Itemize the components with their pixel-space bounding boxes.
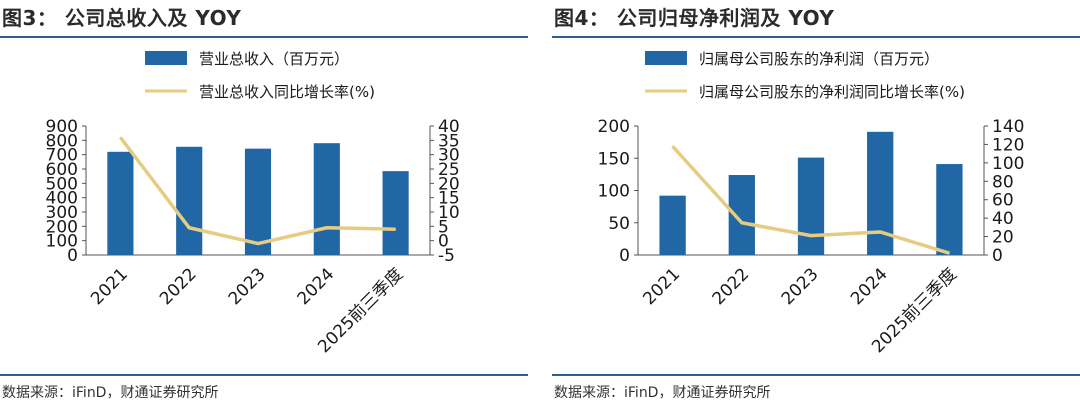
revenue-chart: 营业总收入（百万元）营业总收入同比增长率(%)01002003004005006… xyxy=(46,50,460,357)
right-tick-label: 10 xyxy=(438,203,460,223)
category-label: 2021 xyxy=(87,264,132,309)
bar xyxy=(107,151,134,255)
bar xyxy=(659,195,686,255)
bar xyxy=(176,146,203,255)
line-point xyxy=(672,145,674,147)
line-point xyxy=(948,252,950,254)
legend-line-label: 营业总收入同比增长率(%) xyxy=(199,83,375,101)
source-rule xyxy=(0,374,528,376)
left-tick-label: 700 xyxy=(46,146,78,166)
right-tick-label: 140 xyxy=(992,117,1024,137)
category-label: 2023 xyxy=(225,264,270,309)
category-label: 2022 xyxy=(156,264,201,309)
right-tick-label: 5 xyxy=(438,217,449,237)
bar xyxy=(382,171,409,255)
line-point xyxy=(326,227,328,229)
legend-line-label: 归属母公司股东的净利润同比增长率(%) xyxy=(699,83,965,101)
right-tick-label: 40 xyxy=(438,117,460,137)
line-point xyxy=(257,243,259,245)
figure-title: 图3： 公司总收入及 YOY xyxy=(2,6,242,30)
line-point xyxy=(810,235,812,237)
right-tick-label: 40 xyxy=(992,209,1014,229)
left-tick-label: 200 xyxy=(46,217,78,237)
right-tick-label: 120 xyxy=(992,135,1024,155)
line-point xyxy=(879,231,881,233)
net-profit-chart: 归属母公司股东的净利润（百万元） 归属母公司股东的净利润同比增长率(%) 0 50 10… xyxy=(598,50,1025,357)
right-tick-label: 0 xyxy=(438,232,449,252)
title-rule xyxy=(552,36,1080,38)
left-tick-label: 0 xyxy=(67,246,78,266)
bar xyxy=(797,157,825,255)
left-tick-label: 100 xyxy=(598,182,630,202)
left-tick-label: 500 xyxy=(46,174,78,194)
category-label: 2021 xyxy=(639,264,684,309)
legend-bar-swatch xyxy=(145,51,187,65)
category-label: 2024 xyxy=(294,264,339,309)
title-rule xyxy=(0,36,528,38)
bar xyxy=(936,164,963,255)
chart-panel-net-profit: 图4： 公司归母净利润及 YOY 归属母公司股东的净利润（百万元） 归属母公司股东… xyxy=(552,0,1080,405)
right-tick-label: 20 xyxy=(438,174,460,194)
source-rule xyxy=(552,374,1080,376)
line-point xyxy=(119,136,121,138)
left-tick-label: 0 xyxy=(619,246,630,266)
left-tick-label: 800 xyxy=(46,131,78,151)
legend-bar-swatch xyxy=(645,51,687,65)
right-tick-label: 30 xyxy=(438,146,460,166)
legend-bar-label: 营业总收入（百万元） xyxy=(199,50,349,68)
bar xyxy=(244,148,272,255)
category-label: 2022 xyxy=(709,264,754,309)
category-label: 2024 xyxy=(847,264,892,309)
bar xyxy=(313,143,340,255)
legend: 营业总收入（百万元） 营业总收入同比增长率(%) xyxy=(145,50,375,101)
right-tick-label: 25 xyxy=(438,160,460,180)
left-tick-label: 300 xyxy=(46,203,78,223)
right-tick-label: -5 xyxy=(438,246,455,266)
legend-bar-label: 归属母公司股东的净利润（百万元） xyxy=(699,50,939,68)
legend: 归属母公司股东的净利润（百万元） 归属母公司股东的净利润同比增长率(%) xyxy=(645,50,965,101)
right-tick-label: 35 xyxy=(438,131,460,151)
left-tick-label: 900 xyxy=(46,117,78,137)
left-tick-label: 150 xyxy=(598,149,630,169)
right-tick-label: 20 xyxy=(992,228,1014,248)
line-point xyxy=(395,228,397,230)
left-tick-label: 50 xyxy=(608,214,630,234)
figure-title: 图4： 公司归母净利润及 YOY xyxy=(554,6,835,30)
category-label: 2023 xyxy=(778,264,823,309)
left-tick-label: 200 xyxy=(598,117,630,137)
right-tick-label: 80 xyxy=(992,172,1014,192)
left-tick-label: 400 xyxy=(46,189,78,209)
chart-panel-revenue: 图3： 公司总收入及 YOY 营业总收入（百万元） 营业总收入同比增长率(%) 0 1… xyxy=(0,0,530,405)
right-tick-label: 100 xyxy=(992,154,1024,174)
source-note: 数据来源：iFinD，财通证券研究所 xyxy=(554,385,771,401)
source-note: 数据来源：iFinD，财通证券研究所 xyxy=(2,385,219,401)
line-point xyxy=(741,222,743,224)
left-tick-label: 600 xyxy=(46,160,78,180)
right-tick-label: 0 xyxy=(992,246,1003,266)
line-point xyxy=(188,227,190,229)
right-tick-label: 15 xyxy=(438,189,460,209)
left-tick-label: 100 xyxy=(46,232,78,252)
right-tick-label: 60 xyxy=(992,191,1014,211)
